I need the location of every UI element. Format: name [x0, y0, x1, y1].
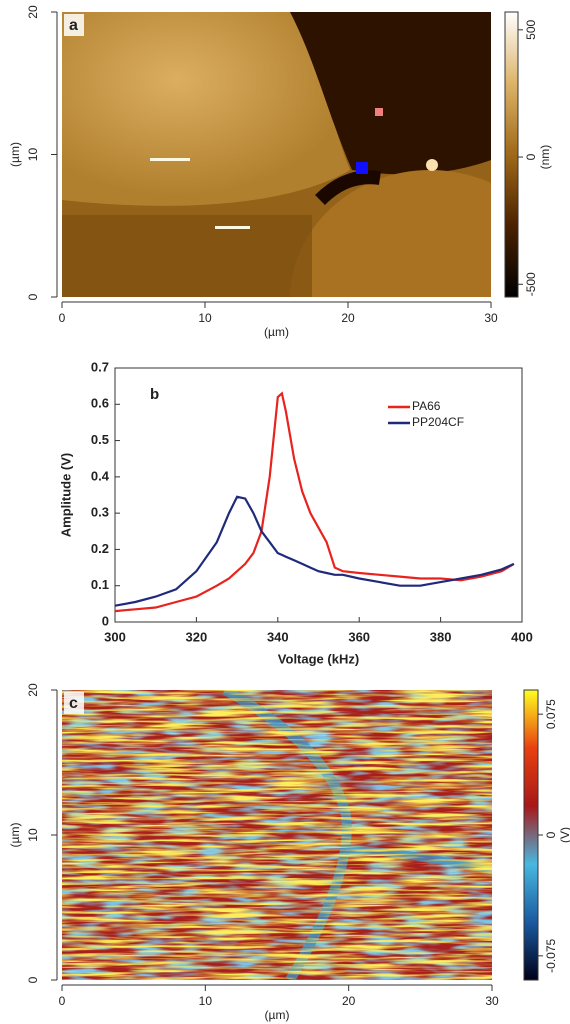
x-axis-label: Voltage (kHz) — [278, 651, 359, 666]
y-tick-label: 0.4 — [91, 468, 110, 483]
x-tick-label: 320 — [186, 629, 208, 644]
colorbar-tick-label: 500 — [524, 19, 538, 39]
y-axis-label: Amplitude (V) — [58, 453, 73, 538]
x-tick-label: 10 — [199, 994, 213, 1008]
x-tick-label: 400 — [511, 629, 533, 644]
y-axis-label: (µm) — [8, 823, 22, 848]
x-tick-label: 10 — [198, 311, 212, 325]
colorbar-tick-label: 0 — [544, 831, 558, 838]
colorbar-tick-label: -0.075 — [544, 938, 558, 972]
colorbar-label: (nm) — [538, 145, 552, 170]
x-tick-label: 360 — [348, 629, 370, 644]
colorbar-tick-label: 0 — [524, 153, 538, 160]
panel-label-box — [64, 692, 84, 714]
colorbar-tick-label: 0.075 — [544, 699, 558, 729]
y-tick-label: 10 — [26, 148, 40, 162]
x-tick-label: 380 — [430, 629, 452, 644]
y-tick-label: 10 — [26, 828, 40, 842]
x-tick-label: 30 — [484, 311, 498, 325]
topography-image — [62, 12, 491, 297]
x-tick-label: 20 — [341, 311, 355, 325]
series-line — [114, 495, 515, 607]
colorbar — [523, 689, 539, 981]
x-tick-label: 340 — [267, 629, 289, 644]
panel-label: c — [69, 695, 78, 712]
x-axis-label: (µm) — [264, 325, 289, 339]
y-tick-label: 20 — [26, 5, 40, 19]
x-tick-label: 300 — [104, 629, 126, 644]
x-axis-label: (µm) — [265, 1008, 290, 1022]
x-tick-label: 0 — [59, 311, 66, 325]
colorbar-label: (V) — [558, 827, 570, 843]
y-tick-label: 0 — [26, 293, 40, 300]
x-tick-label: 0 — [59, 994, 66, 1008]
x-tick-label: 30 — [485, 994, 499, 1008]
colorbar — [504, 11, 519, 298]
potential-image — [62, 690, 492, 980]
y-tick-label: 0.2 — [91, 541, 109, 556]
y-tick-label: 20 — [26, 683, 40, 697]
panel-label: a — [69, 17, 78, 34]
y-tick-label: 0 — [26, 976, 40, 983]
y-tick-label: 0.7 — [91, 359, 109, 374]
series-line — [114, 391, 515, 613]
y-tick-label: 0.5 — [91, 432, 109, 447]
y-tick-label: 0 — [102, 613, 109, 628]
legend-label: PA66 — [412, 399, 441, 413]
legend-label: PP204CF — [412, 415, 464, 429]
y-tick-label: 0.1 — [91, 577, 109, 592]
panel-label-box — [64, 14, 84, 36]
plot-frame — [114, 367, 523, 623]
x-tick-label: 20 — [342, 994, 356, 1008]
colorbar-tick-label: -500 — [524, 272, 538, 296]
y-tick-label: 0.6 — [91, 396, 109, 411]
panel-label: b — [150, 386, 159, 403]
y-axis-label: (µm) — [8, 142, 22, 167]
y-tick-label: 0.3 — [91, 505, 109, 520]
